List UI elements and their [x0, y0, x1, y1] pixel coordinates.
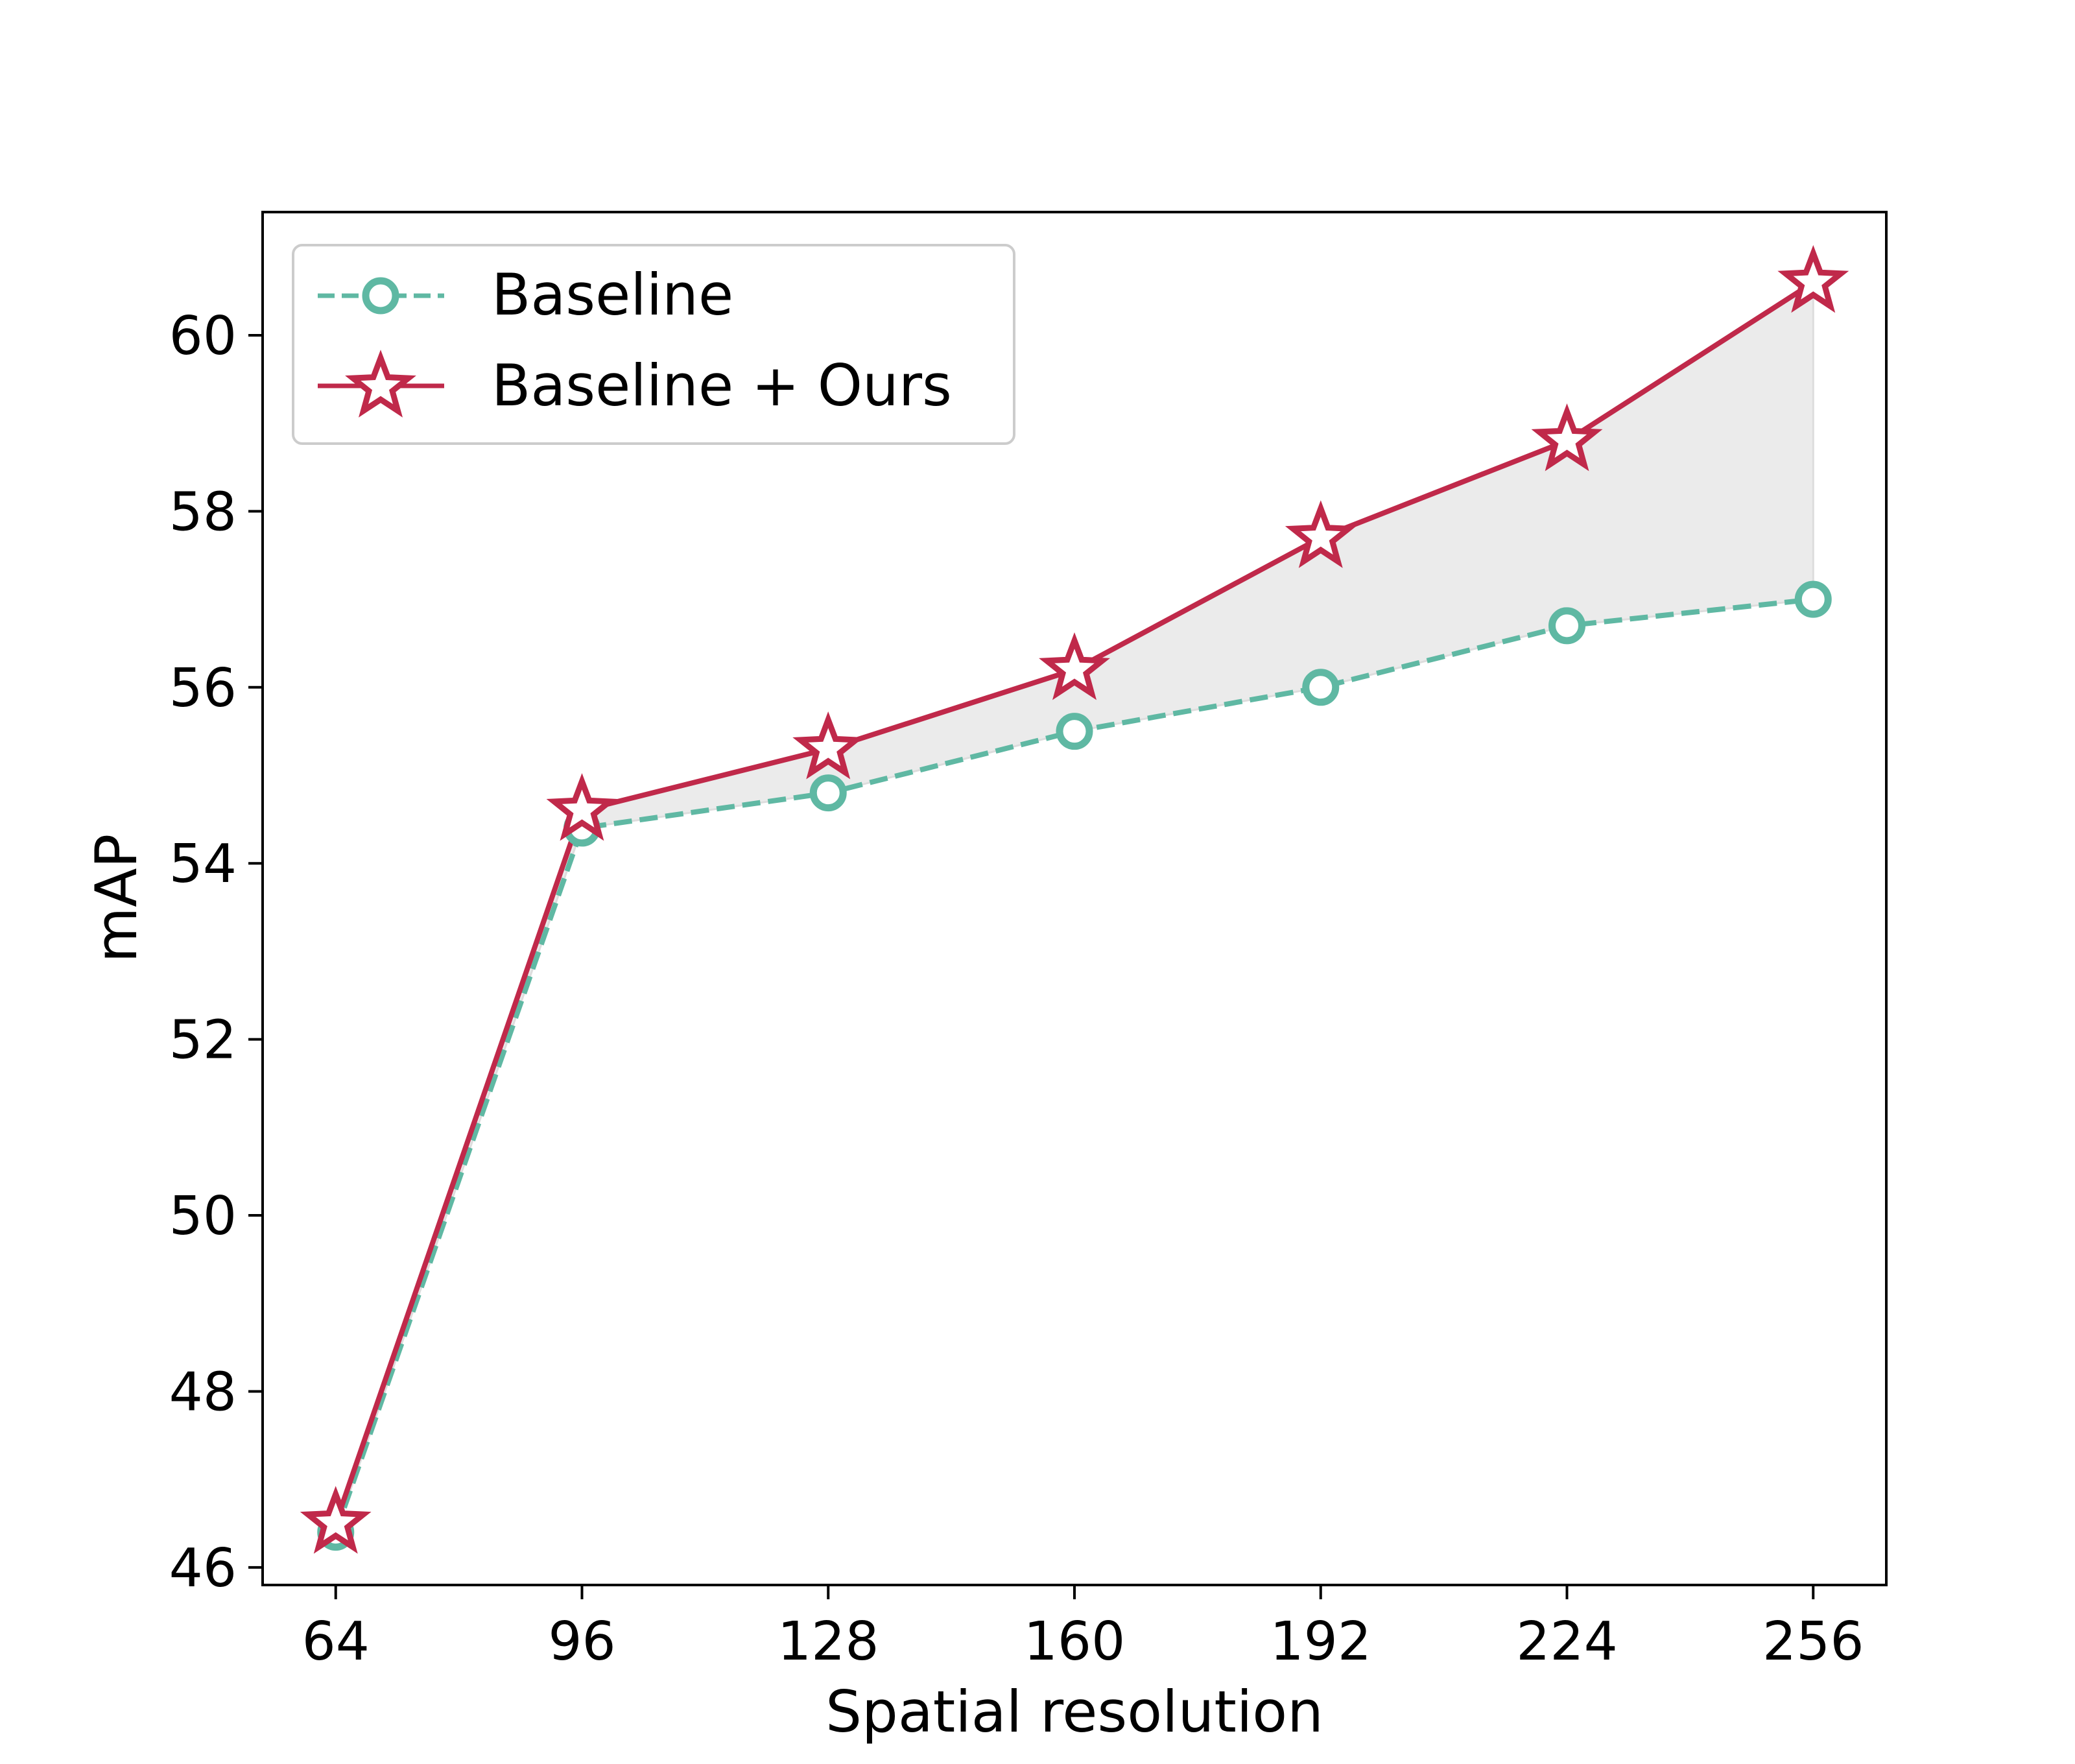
x-tick-label: 192	[1270, 1611, 1371, 1673]
x-axis: 64 96 128 160 192 224 256	[302, 1585, 1864, 1673]
baseline-plus-ours-point	[792, 711, 864, 780]
x-tick-label: 256	[1762, 1611, 1864, 1673]
legend-baseline-marker	[362, 277, 399, 315]
y-axis: 46 48 50 52 54 56 58 60	[169, 305, 263, 1599]
y-tick-label: 48	[169, 1361, 237, 1423]
baseline-point	[1548, 607, 1586, 645]
x-axis-label: Spatial resolution	[825, 1678, 1323, 1745]
x-tick-label: 224	[1516, 1611, 1618, 1673]
baseline-plus-ours-point	[1777, 244, 1849, 313]
legend-ours-label: Baseline + Ours	[492, 352, 952, 419]
legend-baseline-label: Baseline	[492, 261, 733, 328]
baseline-point	[1302, 669, 1340, 706]
y-tick-label: 56	[169, 658, 237, 719]
y-tick-label: 52	[169, 1010, 237, 1071]
legend: Baseline Baseline + Ours	[292, 244, 1015, 445]
x-tick-label: 96	[548, 1611, 615, 1673]
x-tick-label: 160	[1024, 1611, 1126, 1673]
y-tick-label: 46	[169, 1538, 237, 1599]
baseline-plus-ours-point	[546, 773, 618, 841]
y-tick-label: 60	[169, 305, 237, 367]
baseline-plus-ours-point	[1039, 632, 1110, 700]
y-tick-label: 54	[169, 833, 237, 895]
x-tick-label: 64	[302, 1611, 370, 1673]
baseline-point	[809, 774, 847, 812]
baseline-point	[1056, 713, 1093, 750]
y-tick-label: 50	[169, 1186, 237, 1247]
legend-box	[292, 244, 1015, 445]
baseline-plus-ours-point	[300, 1486, 372, 1554]
legend-ours-marker	[345, 350, 416, 418]
y-tick-label: 58	[169, 481, 237, 543]
baseline-point	[1794, 580, 1832, 618]
baseline-plus-ours-point	[1285, 500, 1357, 568]
y-axis-label: mAP	[83, 834, 150, 963]
baseline-plus-ours-point	[1531, 403, 1603, 471]
series-layer	[300, 244, 1849, 1554]
x-tick-label: 128	[777, 1611, 879, 1673]
